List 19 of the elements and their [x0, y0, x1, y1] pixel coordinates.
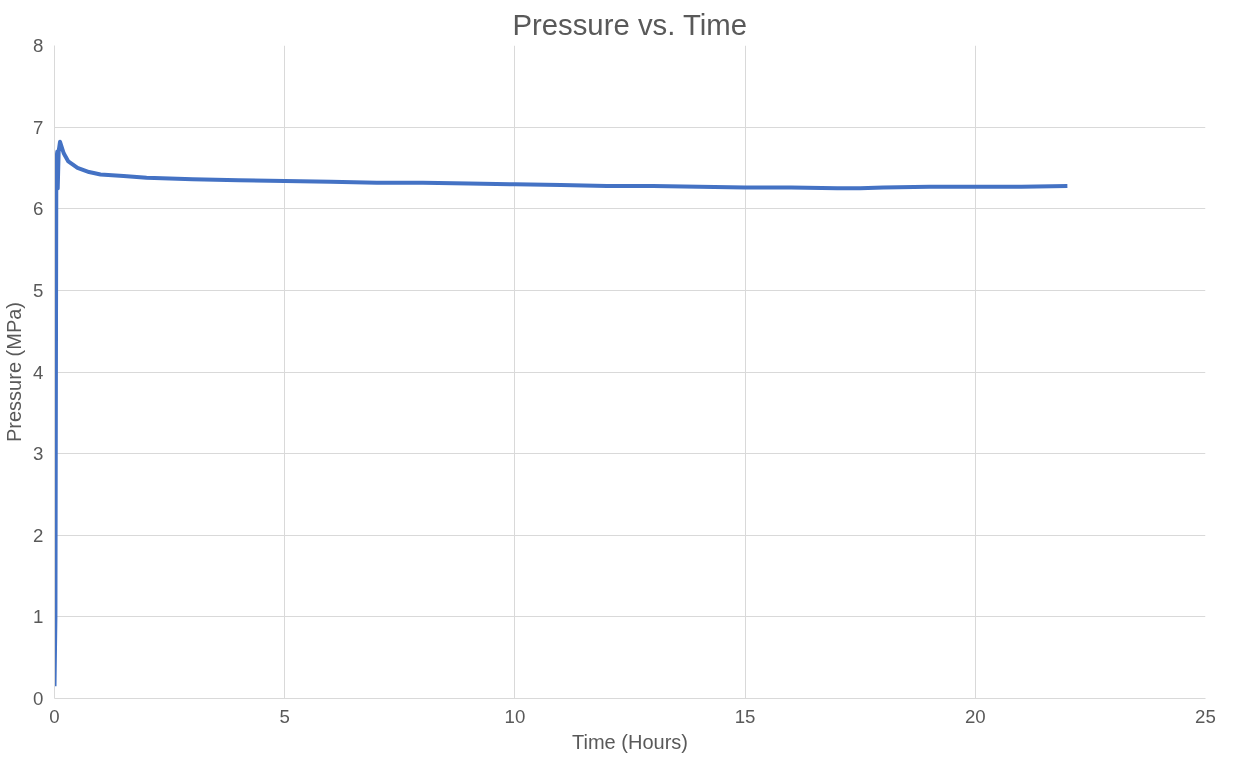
- y-tick-label: 8: [33, 35, 44, 56]
- x-axis-title: Time (Hours): [572, 730, 688, 753]
- y-tick-label: 3: [33, 443, 44, 465]
- y-tick-label: 2: [33, 524, 44, 546]
- x-tick-label: 0: [49, 705, 60, 727]
- x-tick-label: 5: [279, 705, 290, 727]
- y-tick-label: 0: [33, 688, 44, 709]
- y-tick-label: 1: [33, 606, 44, 628]
- x-tick-label: 10: [504, 705, 526, 727]
- y-tick-label: 7: [33, 116, 44, 138]
- y-axis-title: Pressure (MPa): [3, 301, 26, 443]
- x-tick-label: 15: [734, 705, 756, 727]
- y-tick-label: 5: [33, 279, 44, 301]
- y-tick-label: 6: [33, 198, 44, 220]
- x-tick-label: 20: [964, 705, 986, 727]
- chart-title: Pressure vs. Time: [512, 7, 748, 41]
- y-tick-label: 4: [33, 361, 44, 383]
- line-series: [54, 139, 1070, 689]
- x-tick-label: 25: [1195, 705, 1216, 727]
